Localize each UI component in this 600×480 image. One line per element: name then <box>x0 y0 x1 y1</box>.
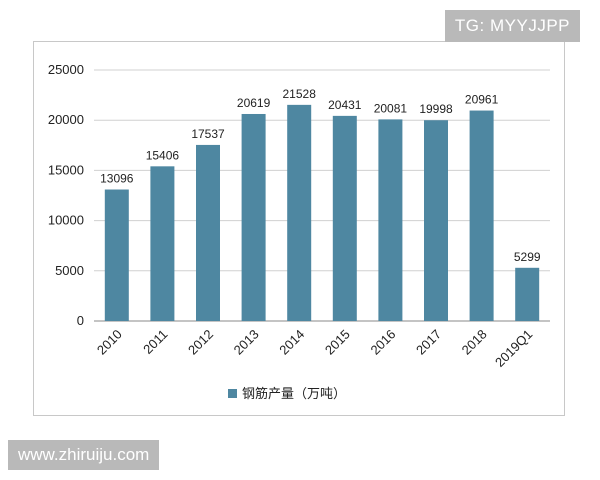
data-label: 20431 <box>328 98 362 112</box>
y-tick-label: 20000 <box>48 112 84 127</box>
data-label: 5299 <box>514 250 541 264</box>
bar <box>287 104 312 321</box>
legend: 钢筋产量（万吨） <box>228 386 346 401</box>
y-tick-label: 0 <box>77 313 84 328</box>
data-labels: 13096 15406 17537 20619 21528 20431 20081 19998… <box>100 87 541 264</box>
data-label: 15406 <box>146 148 180 162</box>
legend-swatch <box>228 389 237 398</box>
bar <box>241 113 266 322</box>
y-tick-label: 25000 <box>48 62 84 77</box>
x-tick-label: 2015 <box>322 327 353 358</box>
watermark-top-right: TG: MYYJJPP <box>444 10 580 42</box>
x-tick-label: 2018 <box>459 327 490 358</box>
y-tick-label: 5000 <box>55 263 84 278</box>
data-label: 20081 <box>374 101 408 115</box>
bar <box>515 267 540 321</box>
legend-series-name: 钢筋产量（万吨） <box>242 386 346 401</box>
chart-frame: 13096 15406 17537 20619 21528 20431 20081 19998… <box>33 41 565 416</box>
bar <box>332 115 357 321</box>
x-tick-label: 2019Q1 <box>492 327 535 370</box>
x-tick-label: 2017 <box>413 327 444 358</box>
x-tick-label: 2013 <box>231 327 262 358</box>
y-axis-ticks: 0 5000 10000 15000 20000 25000 <box>48 62 84 328</box>
x-tick-label: 2011 <box>140 327 170 357</box>
bar <box>150 166 175 321</box>
y-tick-label: 10000 <box>48 213 84 228</box>
x-tick-label: 2014 <box>276 327 307 358</box>
bar <box>424 120 448 321</box>
data-label: 17537 <box>191 127 225 141</box>
x-tick-label: 2016 <box>367 327 398 358</box>
data-label: 21528 <box>283 87 317 101</box>
data-label: 13096 <box>100 172 134 186</box>
x-tick-label: 2012 <box>185 327 216 358</box>
x-tick-label: 2010 <box>94 327 125 358</box>
bar-chart: 13096 15406 17537 20619 21528 20431 20081 19998… <box>48 62 550 401</box>
bars <box>104 104 540 322</box>
bar <box>104 189 129 321</box>
data-label: 19998 <box>419 102 453 116</box>
data-label: 20961 <box>465 93 499 107</box>
bar <box>469 110 494 321</box>
bar <box>196 144 220 321</box>
x-axis-ticks: 2010 2011 2012 2013 2014 2015 2016 2017 2018 2019… <box>94 327 535 370</box>
data-label: 20619 <box>237 96 271 110</box>
watermark-bottom-left: www.zhiruiju.com <box>8 440 160 470</box>
bar <box>378 119 403 322</box>
y-tick-label: 15000 <box>48 162 84 177</box>
